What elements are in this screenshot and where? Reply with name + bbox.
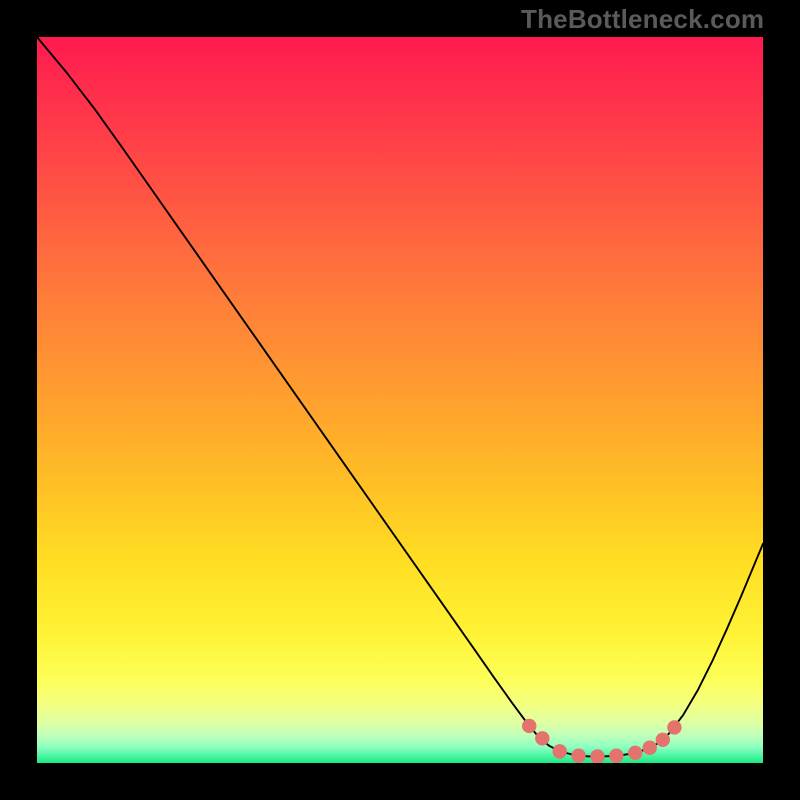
marker-dot: [553, 744, 567, 758]
marker-dot: [522, 719, 536, 733]
marker-dot: [667, 720, 681, 734]
marker-dot: [535, 731, 549, 745]
plot-area: [37, 37, 763, 763]
watermark-text: TheBottleneck.com: [521, 4, 764, 35]
gradient-background: [37, 37, 763, 763]
marker-dot: [656, 733, 670, 747]
marker-dot: [571, 749, 585, 763]
marker-dot: [590, 749, 604, 763]
marker-dot: [628, 746, 642, 760]
marker-dot: [643, 741, 657, 755]
chart-svg: [37, 37, 763, 763]
marker-dot: [609, 749, 623, 763]
